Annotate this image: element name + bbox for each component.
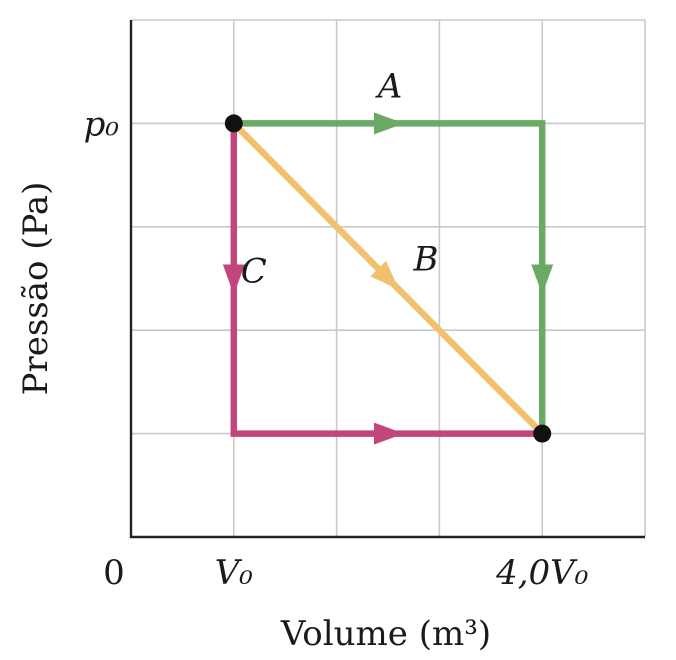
x-tick-label: 4,0V₀ bbox=[495, 553, 589, 593]
labels: A B Cp₀ V₀ 4,0V₀ 0 Volume (m³) Pressão (Pa) bbox=[16, 66, 589, 654]
arrow-A bbox=[531, 264, 554, 295]
series-path-C bbox=[230, 123, 543, 437]
axes bbox=[129, 20, 645, 539]
state-point bbox=[533, 424, 552, 443]
x-tick-label: V₀ bbox=[215, 553, 254, 593]
series-label-B: B bbox=[413, 240, 439, 280]
arrow-A bbox=[374, 112, 404, 135]
x-axis-title: Volume (m³) bbox=[280, 614, 491, 654]
y-axis-title: Pressão (Pa) bbox=[16, 182, 56, 396]
direction-arrows bbox=[222, 112, 554, 445]
y-tick-label: p₀ bbox=[84, 104, 120, 144]
state-point bbox=[224, 114, 243, 133]
state-points bbox=[224, 114, 552, 443]
origin-label: 0 bbox=[103, 553, 125, 593]
arrow-B bbox=[370, 260, 400, 290]
series-label-A: A bbox=[375, 66, 403, 106]
arrow-C bbox=[374, 422, 404, 445]
series-label-C: C bbox=[241, 252, 267, 292]
arrow-C bbox=[222, 264, 245, 295]
series-path-A bbox=[233, 120, 546, 434]
